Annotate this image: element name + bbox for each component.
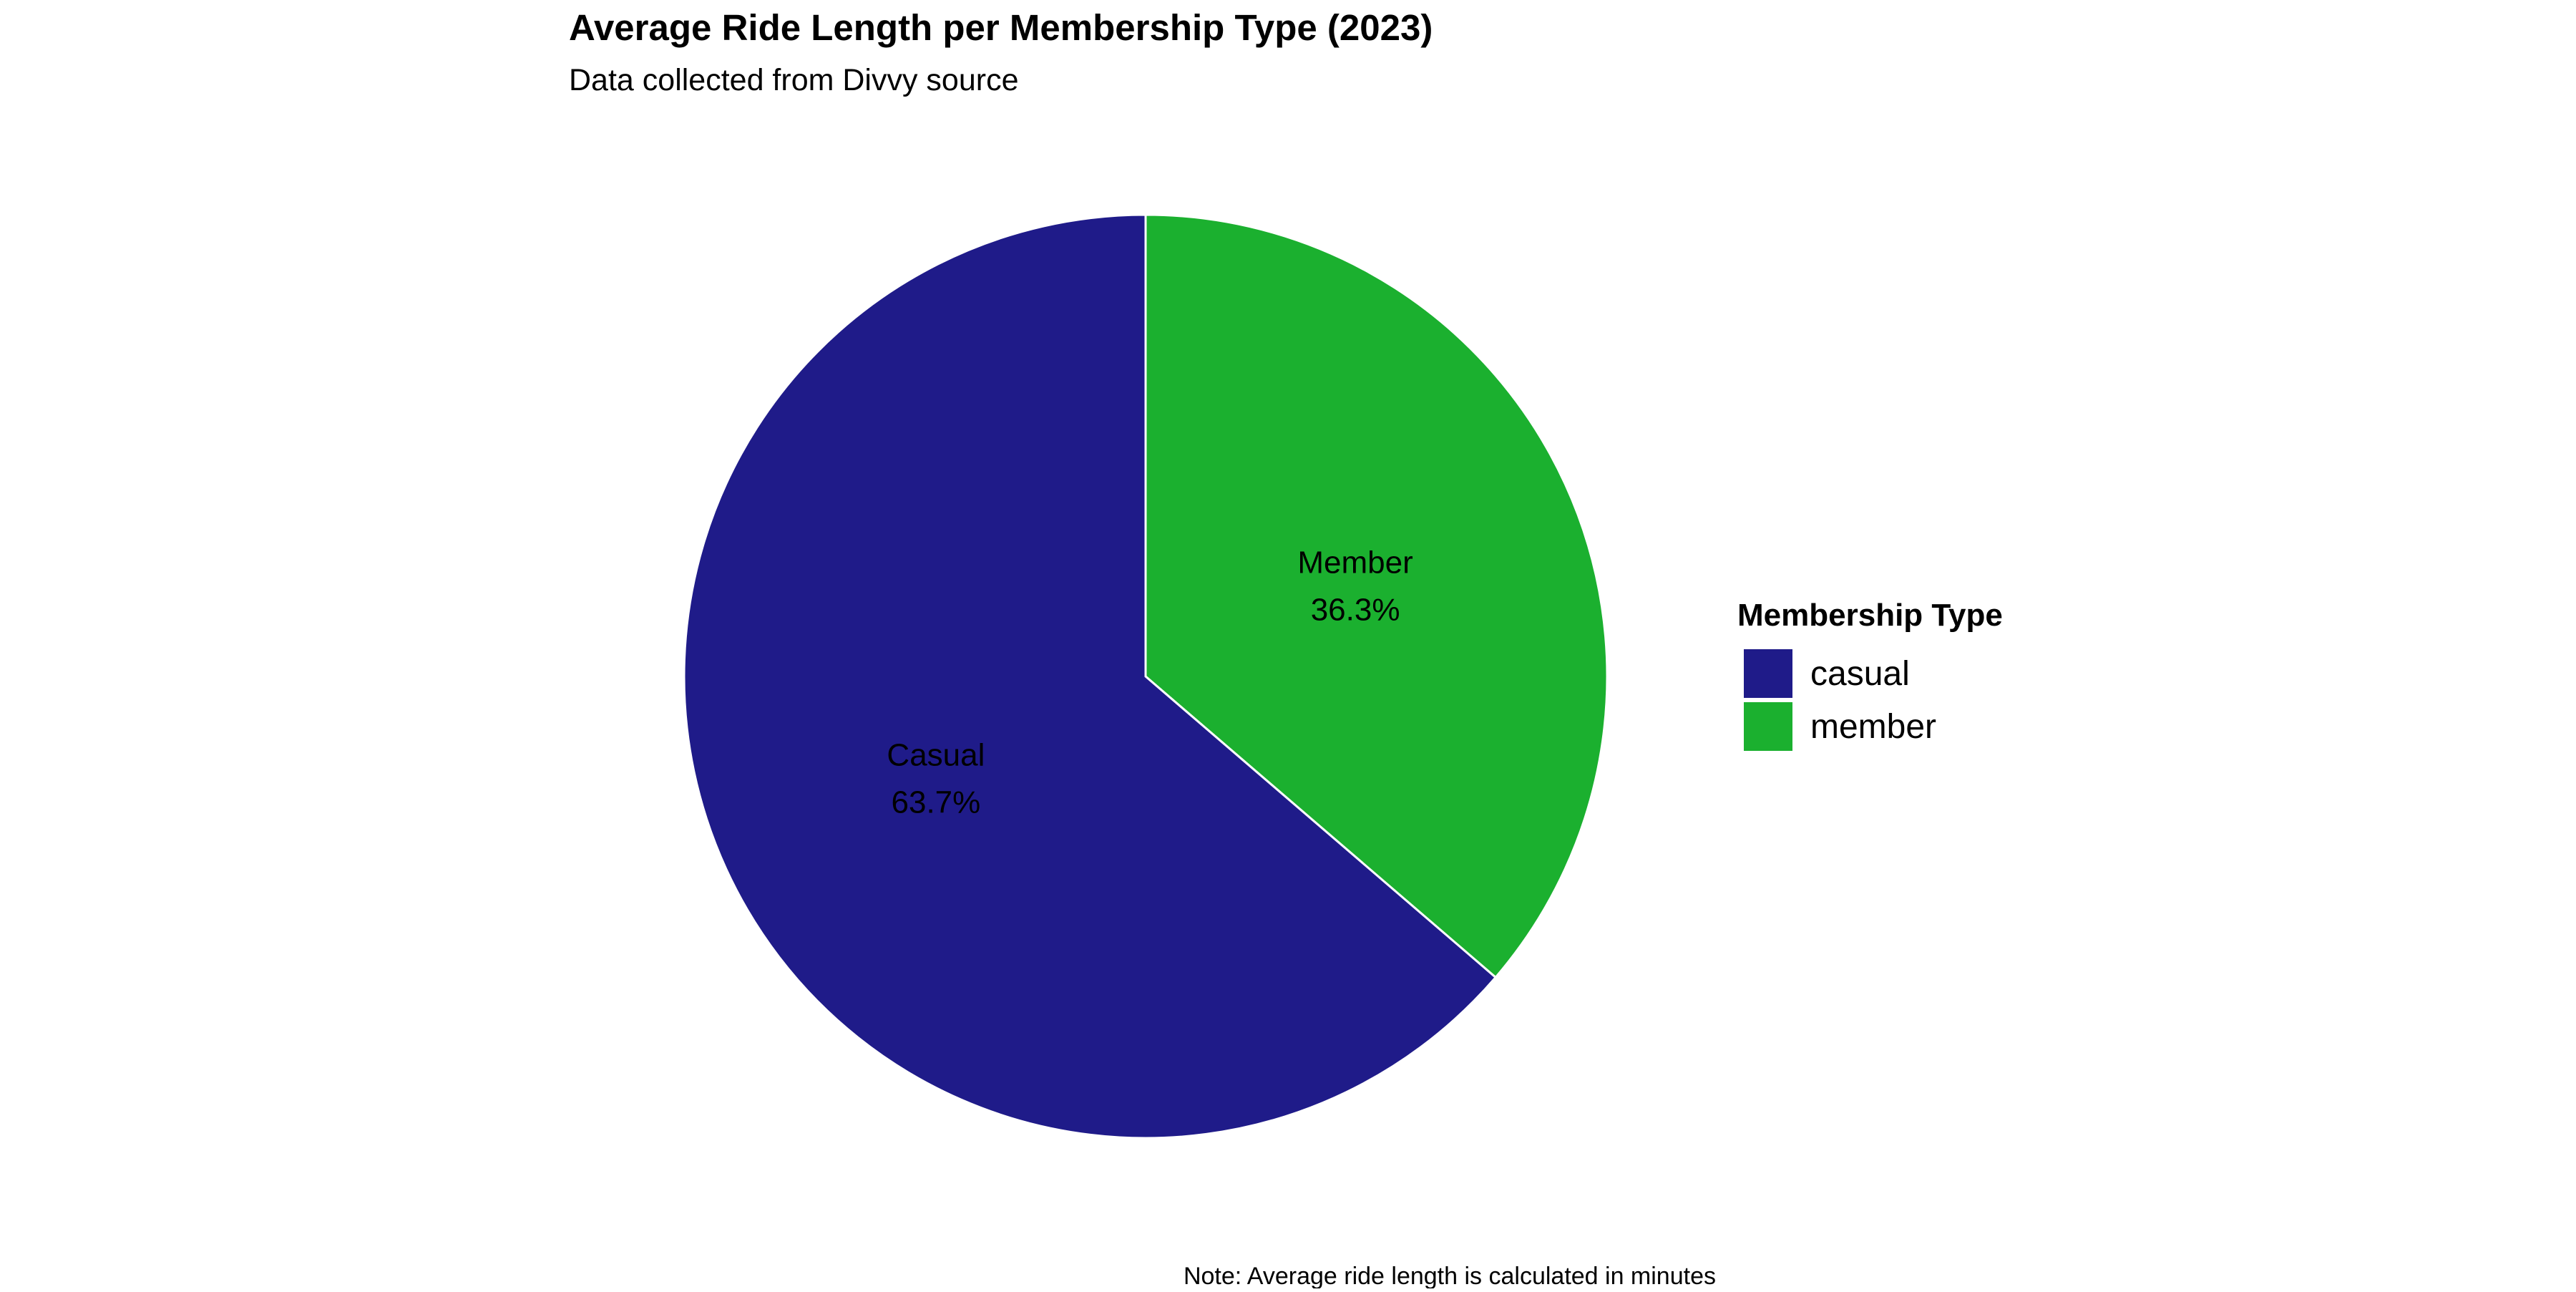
slice-value-label-member: 36.3%	[1311, 592, 1400, 627]
chart-title: Average Ride Length per Membership Type …	[569, 7, 1433, 48]
pie-slices	[683, 213, 1609, 1140]
legend-key-casual	[1742, 648, 1794, 699]
pie-slice-member	[1144, 213, 1609, 979]
slice-label-member: Member	[1297, 545, 1413, 580]
slice-label-casual: Casual	[887, 738, 985, 773]
pie-labels: Member 36.3% Casual 63.7%	[887, 545, 1413, 820]
legend-key-member	[1742, 701, 1794, 752]
legend-label-member: member	[1810, 708, 1936, 746]
legend-title: Membership Type	[1737, 598, 2003, 633]
slice-value-label-casual: 63.7%	[892, 785, 981, 820]
legend-label-casual: casual	[1810, 655, 1910, 693]
pie-slice-casual	[683, 213, 1498, 1140]
chart-subtitle: Data collected from Divvy source	[569, 63, 1019, 97]
legend-items: casual member	[1742, 648, 1936, 752]
chart-caption: Note: Average ride length is calculated …	[1184, 1263, 1716, 1288]
legend: Membership Type casual member	[1737, 598, 2003, 752]
